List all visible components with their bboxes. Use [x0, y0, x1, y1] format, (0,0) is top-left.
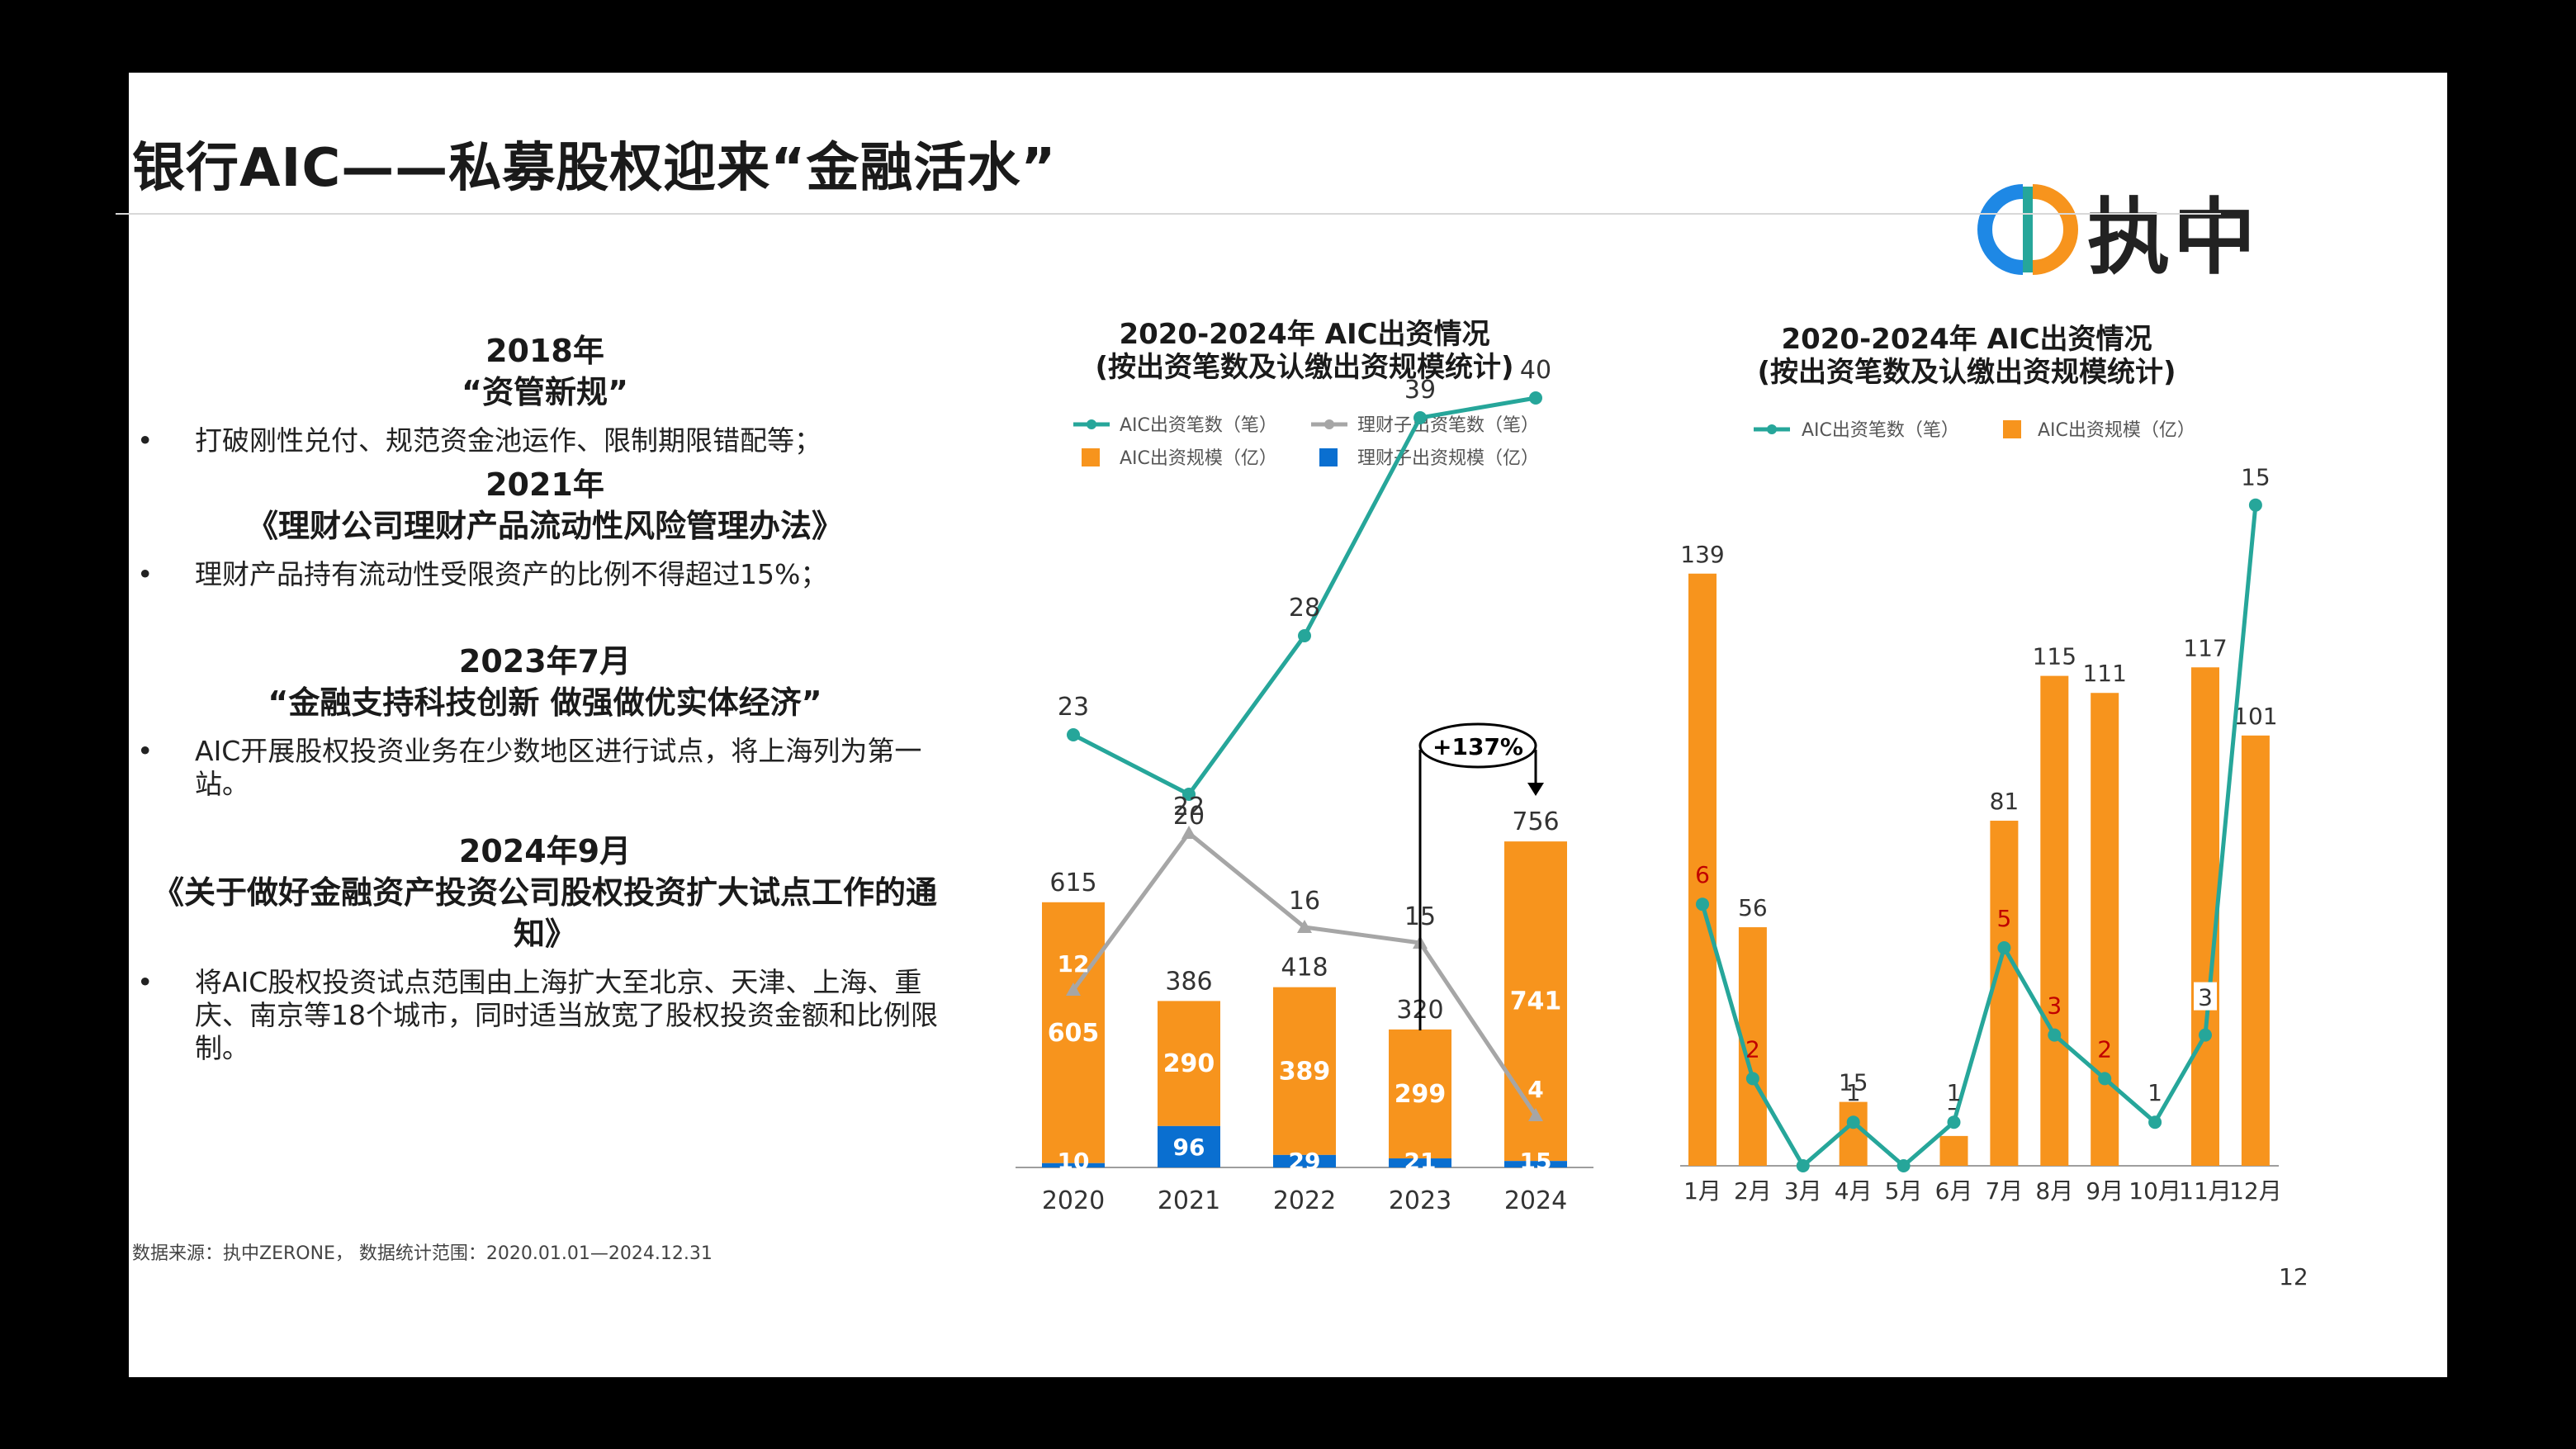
policy-title: “资管新规”	[462, 374, 628, 410]
logo-text: 执中	[2087, 189, 2259, 286]
bullet-dot: •	[137, 735, 154, 767]
policy-year: 2021年	[485, 466, 604, 503]
data-source-footnote: 数据来源：执中ZERONE， 数据统计范围：2020.01.01—2024.12…	[132, 1243, 713, 1264]
policy-bullet-text: AIC开展股权投资业务在少数地区进行试点，将上海列为第一站。	[195, 735, 922, 800]
policy-section-2023: 2023年7月 “金融支持科技创新 做强做优实体经济” • AIC开展股权投资业…	[132, 641, 958, 801]
bullet-dot: •	[137, 424, 154, 457]
zhizhong-logo-icon	[1977, 184, 2078, 275]
bullet-dot: •	[137, 966, 154, 998]
policy-section-2024: 2024年9月 《关于做好金融资产投资公司股权投资扩大试点工作的通知》 • 将A…	[132, 831, 958, 1065]
policy-section-2018: 2018年 “资管新规” • 打破刚性兑付、规范资金池运作、限制期限错配等；	[132, 330, 958, 457]
policy-year: 2024年9月	[458, 833, 632, 869]
policy-year: 2018年	[485, 333, 604, 369]
policy-bullet: • AIC开展股权投资业务在少数地区进行试点，将上海列为第一站。	[132, 735, 938, 801]
page-number: 12	[2279, 1263, 2308, 1290]
policy-section-2021: 2021年 《理财公司理财产品流动性风险管理办法》 • 理财产品持有流动性受限资…	[132, 464, 958, 591]
slide-title: 银行AIC——私募股权迎来“金融活水”	[132, 138, 1057, 199]
policy-title: 《理财公司理财产品流动性风险管理办法》	[246, 508, 843, 544]
policy-timeline: 2018年 “资管新规” • 打破刚性兑付、规范资金池运作、限制期限错配等； 2…	[132, 256, 958, 1065]
policy-bullet: • 将AIC股权投资试点范围由上海扩大至北京、天津、上海、重庆、南京等18个城市…	[132, 966, 938, 1065]
bullet-dot: •	[137, 558, 154, 590]
policy-bullet-text: 将AIC股权投资试点范围由上海扩大至北京、天津、上海、重庆、南京等18个城市，同…	[195, 966, 938, 1064]
policy-year: 2023年7月	[458, 643, 632, 680]
title-divider	[116, 213, 2221, 215]
policy-bullet: • 打破刚性兑付、规范资金池运作、限制期限错配等；	[132, 424, 938, 457]
policy-title: 《关于做好金融资产投资公司股权投资扩大试点工作的通知》	[152, 874, 937, 952]
policy-bullet: • 理财产品持有流动性受限资产的比例不得超过15%；	[132, 558, 938, 591]
policy-title: “金融支持科技创新 做强做优实体经济”	[268, 684, 822, 721]
policy-bullet-text: 理财产品持有流动性受限资产的比例不得超过15%；	[195, 558, 828, 590]
policy-bullet-text: 打破刚性兑付、规范资金池运作、限制期限错配等；	[195, 424, 822, 457]
